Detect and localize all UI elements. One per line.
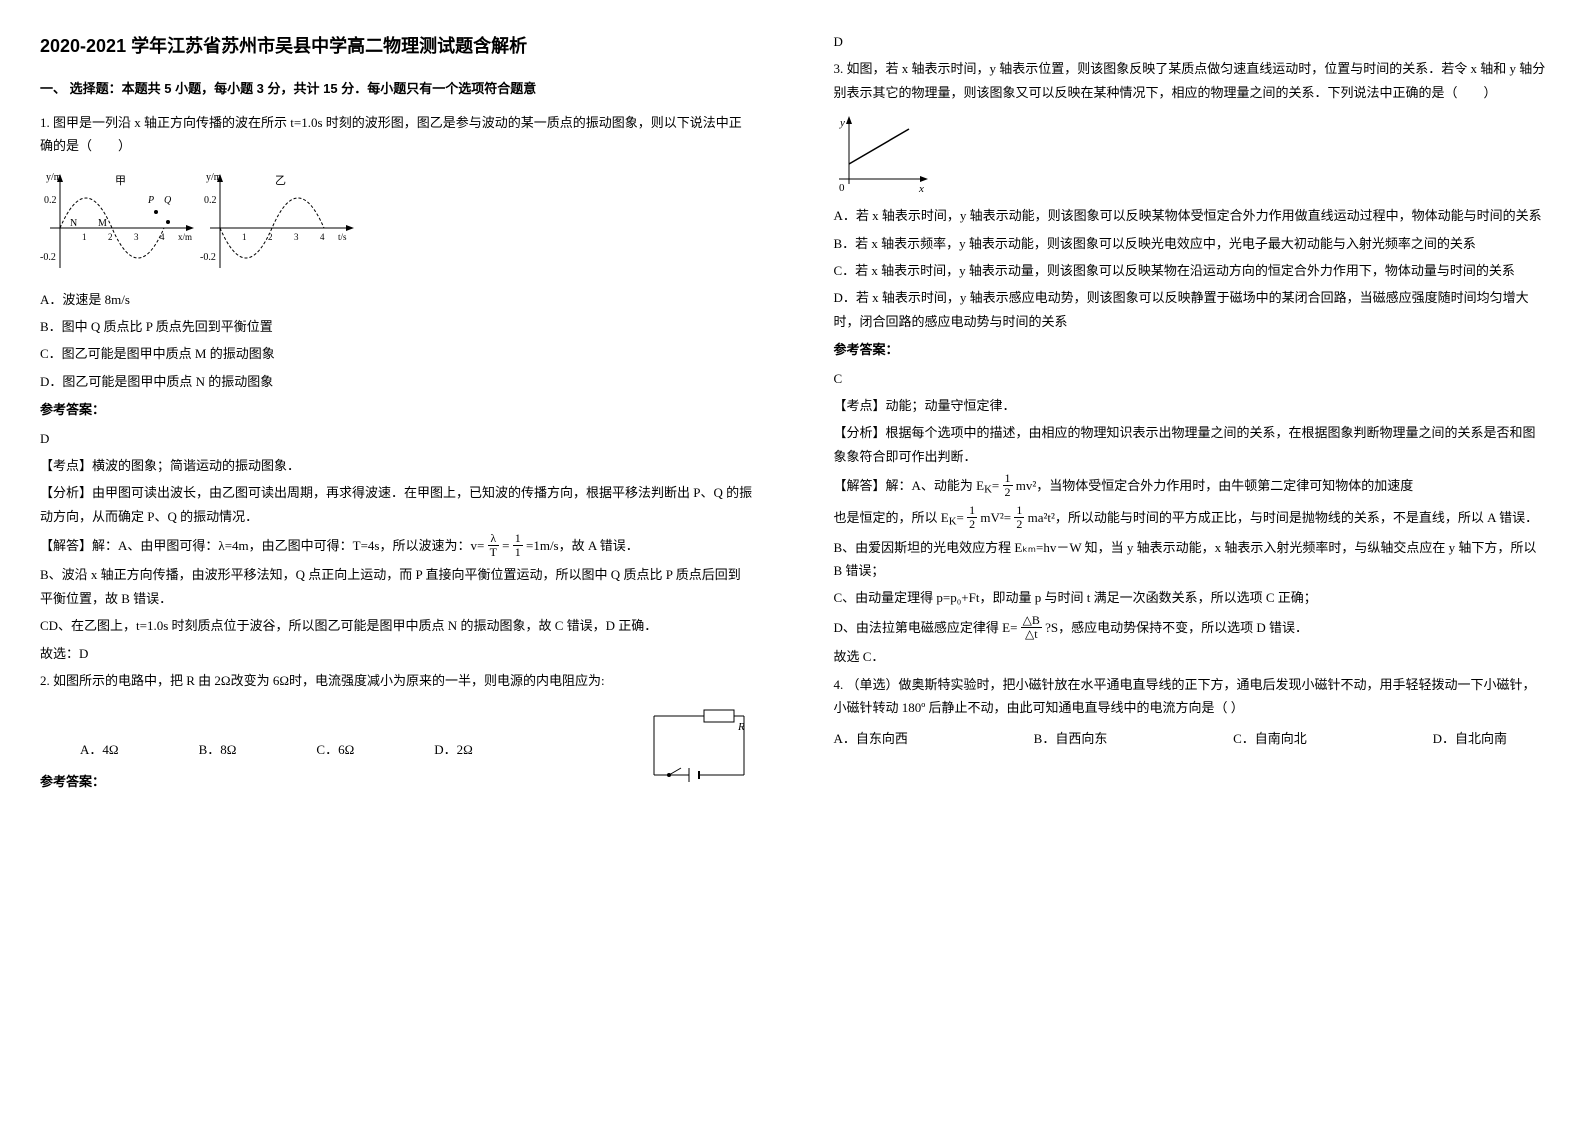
svg-text:x/m: x/m: [178, 232, 192, 242]
svg-text:P: P: [147, 195, 154, 206]
q2-circuit-figure: R: [634, 700, 754, 790]
q3-kaodian: 【考点】动能；动量守恒定律．: [834, 394, 1548, 417]
q3-jieda-c: C、由动量定理得 p=p₀+Ft，即动量 p 与时间 t 满足一次函数关系，所以…: [834, 586, 1548, 609]
svg-text:2: 2: [108, 232, 113, 242]
svg-text:x: x: [918, 183, 924, 194]
q1-opt-d: D．图乙可能是图甲中质点 N 的振动图象: [40, 370, 754, 393]
svg-text:2: 2: [268, 232, 273, 242]
q1-kaodian: 【考点】横波的图象；简谐运动的振动图象．: [40, 454, 754, 477]
q4-opt-a: A．自东向西: [834, 727, 908, 750]
q3-jieda-a-line1: 【解答】解：A、动能为 EK= 1 2 mv²，当物体受恒定合外力作用时，由牛顿…: [834, 472, 1548, 500]
q1-opt-c: C．图乙可能是图甲中质点 M 的振动图象: [40, 342, 754, 365]
q3-stem: 3. 如图，若 x 轴表示时间，y 轴表示位置，则该图象反映了某质点做匀速直线运…: [834, 57, 1548, 104]
svg-text:y/m: y/m: [206, 172, 222, 183]
q2-opt-b: B．8Ω: [199, 738, 237, 761]
q3-answer: C: [834, 367, 1548, 390]
svg-text:4: 4: [160, 232, 165, 242]
q3-opt-c: C．若 x 轴表示时间，y 轴表示动量，则该图象可以反映某物在沿运动方向的恒定合…: [834, 259, 1548, 282]
frac-lambda-t: λ T: [488, 532, 499, 559]
q1-opt-b: B．图中 Q 质点比 P 质点先回到平衡位置: [40, 315, 754, 338]
q3-opt-b: B．若 x 轴表示频率，y 轴表示动能，则该图象可以反映光电效应中，光电子最大初…: [834, 232, 1548, 255]
right-column: D 3. 如图，若 x 轴表示时间，y 轴表示位置，则该图象反映了某质点做匀速直…: [794, 0, 1587, 1122]
q3-jieda-d: D、由法拉第电磁感应定律得 E= △B △t ?S，感应电动势保持不变，所以选项…: [834, 614, 1548, 641]
q2-opt-d: D．2Ω: [434, 738, 473, 761]
frac-db-dt: △B △t: [1021, 614, 1042, 641]
svg-text:t/s: t/s: [338, 232, 347, 242]
svg-text:3: 3: [134, 232, 139, 242]
q4-options: A．自东向西 B．自西向东 C．自南向北 D．自北向南: [834, 727, 1548, 750]
q1-jieda-pre: 【解答】解：A、由甲图可得：λ=4m，由乙图中可得：T=4s，所以波速为：v=: [40, 538, 484, 553]
svg-text:1: 1: [242, 232, 247, 242]
frac-1-1: 1 1: [513, 532, 523, 559]
svg-text:3: 3: [294, 232, 299, 242]
q3-guxuan: 故选 C．: [834, 645, 1548, 668]
svg-text:0.2: 0.2: [204, 195, 217, 206]
q1-answer: D: [40, 427, 754, 450]
svg-text:乙: 乙: [275, 174, 286, 187]
frac-half-2: 1 2: [967, 504, 977, 531]
q4-opt-b: B．自西向东: [1034, 727, 1108, 750]
svg-text:y: y: [839, 117, 845, 129]
frac-half-3: 1 2: [1014, 504, 1024, 531]
svg-text:4: 4: [320, 232, 325, 242]
svg-text:Q: Q: [164, 195, 172, 206]
q2-answer: D: [834, 30, 1548, 53]
q1-opt-a: A．波速是 8m/s: [40, 288, 754, 311]
q1-jieda-a: 【解答】解：A、由甲图可得：λ=4m，由乙图中可得：T=4s，所以波速为：v= …: [40, 532, 754, 559]
frac-half-1: 1 2: [1003, 472, 1013, 499]
q4-stem: 4. （单选）做奥斯特实验时，把小磁针放在水平通电直导线的正下方，通电后发现小磁…: [834, 673, 1548, 720]
q3-opt-a: A．若 x 轴表示时间，y 轴表示动能，则该图象可以反映某物体受恒定合外力作用做…: [834, 204, 1548, 227]
svg-text:0: 0: [839, 182, 845, 194]
svg-text:-0.2: -0.2: [40, 252, 56, 263]
q2-opt-c: C．6Ω: [316, 738, 354, 761]
q1-jieda-b: B、波沿 x 轴正方向传播，由波形平移法知，Q 点正向上运动，而 P 直接向平衡…: [40, 563, 754, 610]
svg-text:0.2: 0.2: [44, 195, 57, 206]
q2-stem: 2. 如图所示的电路中，把 R 由 2Ω改变为 6Ω时，电流强度减小为原来的一半…: [40, 669, 754, 692]
svg-text:甲: 甲: [115, 175, 126, 187]
q3-graph: y x 0: [834, 114, 1548, 194]
q1-stem: 1. 图甲是一列沿 x 轴正方向传播的波在所示 t=1.0s 时刻的波形图，图乙…: [40, 111, 754, 158]
svg-text:N: N: [70, 218, 77, 229]
q1-wave-figure: y/m 0.2 -0.2 1 2 3 4 x/m 甲 M N P Q y/m 0…: [40, 168, 754, 278]
q4-opt-d: D．自北向南: [1433, 727, 1507, 750]
q1-eq: =: [502, 538, 509, 553]
q3-jieda-a-line2: 也是恒定的，所以 EK= 1 2 mV²= 1 2 ma²t²，所以动能与时间的…: [834, 504, 1548, 532]
q2-opt-a: A．4Ω: [80, 738, 119, 761]
q1-guxuan: 故选：D: [40, 642, 754, 665]
q3-answer-label: 参考答案：: [834, 338, 1548, 361]
q2-options-row: A．4Ω B．8Ω C．6Ω D．2Ω 参考答案： R: [40, 700, 754, 798]
q3-opt-d: D．若 x 轴表示时间，y 轴表示感应电动势，则该图象可以反映静置于磁场中的某闭…: [834, 286, 1548, 333]
section-1-header: 一、 选择题：本题共 5 小题，每小题 3 分，共计 15 分．每小题只有一个选…: [40, 77, 754, 100]
q2-answer-label: 参考答案：: [40, 770, 604, 793]
q4-opt-c: C．自南向北: [1233, 727, 1307, 750]
q1-jieda-post: =1m/s，故 A 错误．: [526, 538, 639, 553]
q3-jieda-b: B、由爱因斯坦的光电效应方程 Eₖₘ=hv－W 知，当 y 轴表示动能，x 轴表…: [834, 536, 1548, 583]
q1-answer-label: 参考答案：: [40, 398, 754, 421]
svg-text:M: M: [98, 218, 107, 229]
svg-text:-0.2: -0.2: [200, 252, 216, 263]
page-title: 2020-2021 学年江苏省苏州市吴县中学高二物理测试题含解析: [40, 30, 754, 62]
q3-fenxi: 【分析】根据每个选项中的描述，由相应的物理知识表示出物理量之间的关系，在根据图象…: [834, 421, 1548, 468]
q1-jieda-cd: CD、在乙图上，t=1.0s 时刻质点位于波谷，所以图乙可能是图甲中质点 N 的…: [40, 614, 754, 637]
svg-text:1: 1: [82, 232, 87, 242]
left-column: 2020-2021 学年江苏省苏州市吴县中学高二物理测试题含解析 一、 选择题：…: [0, 0, 794, 1122]
svg-text:y/m: y/m: [46, 172, 62, 183]
q1-fenxi: 【分析】由甲图可读出波长，由乙图可读出周期，再求得波速．在甲图上，已知波的传播方…: [40, 481, 754, 528]
